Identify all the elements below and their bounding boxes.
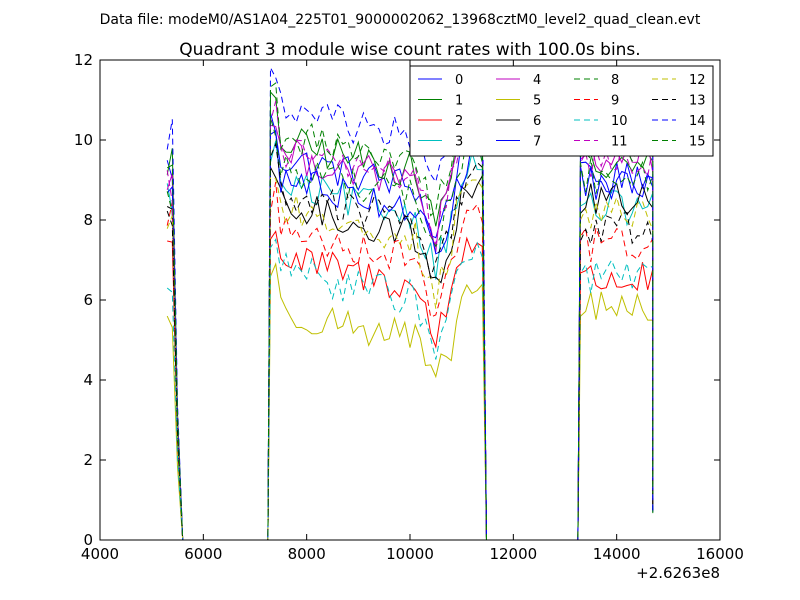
legend-entry-label: 9 [611,94,619,109]
legend-entry-label: 14 [689,114,706,129]
series-line-10 [166,238,654,540]
series-line-4 [166,117,654,540]
data-file-suptitle: Data file: modeM0/AS1A04_225T01_90000020… [100,12,701,28]
legend-entry-label: 15 [689,135,706,150]
y-tick-label: 12 [74,51,93,69]
legend-entry-label: 4 [533,73,541,88]
legend-entry-label: 0 [455,73,463,88]
x-tick-label: 8000 [288,545,326,563]
legend-entry-label: 5 [533,94,541,109]
series-line-8 [166,117,654,540]
legend-entry-label: 8 [611,73,619,88]
legend-entry-label: 1 [455,94,463,109]
series-line-2 [167,230,654,540]
series-line-11 [166,100,654,540]
legend-entry-label: 7 [533,135,541,150]
x-tick-label: 6000 [184,545,222,563]
y-tick-label: 2 [83,451,93,469]
legend-entry-label: 10 [611,114,628,129]
y-tick-label: 4 [83,371,93,389]
x-tick-label: 12000 [489,545,537,563]
series-line-13 [166,142,654,540]
x-tick-label: 4000 [81,545,119,563]
x-tick-label: 10000 [386,545,434,563]
series-layer [166,67,654,540]
x-axis-offset-label: +2.6263e8 [636,564,720,582]
chart-title: Quadrant 3 module wise count rates with … [179,40,640,60]
legend-entry-label: 2 [455,114,463,129]
legend-entry-label: 13 [689,94,706,109]
series-line-6 [166,167,654,540]
series-line-12 [166,177,654,540]
legend-entry-label: 11 [611,135,628,150]
y-tick-label: 6 [83,291,93,309]
series-line-0 [166,112,654,540]
y-tick-label: 0 [83,531,93,549]
x-tick-label: 16000 [696,545,744,563]
legend-entry-label: 3 [455,135,463,150]
series-line-9 [166,181,654,540]
y-tick-label: 8 [83,211,93,229]
y-tick-label: 10 [74,131,93,149]
series-line-5 [166,262,654,540]
series-line-15 [166,82,654,540]
x-tick-label: 14000 [593,545,641,563]
legend-entry-label: 12 [689,73,706,88]
x-axis: 4000 6000 8000 10000 12000 14000 16000 [81,60,744,563]
legend-entry-label: 6 [533,114,541,129]
